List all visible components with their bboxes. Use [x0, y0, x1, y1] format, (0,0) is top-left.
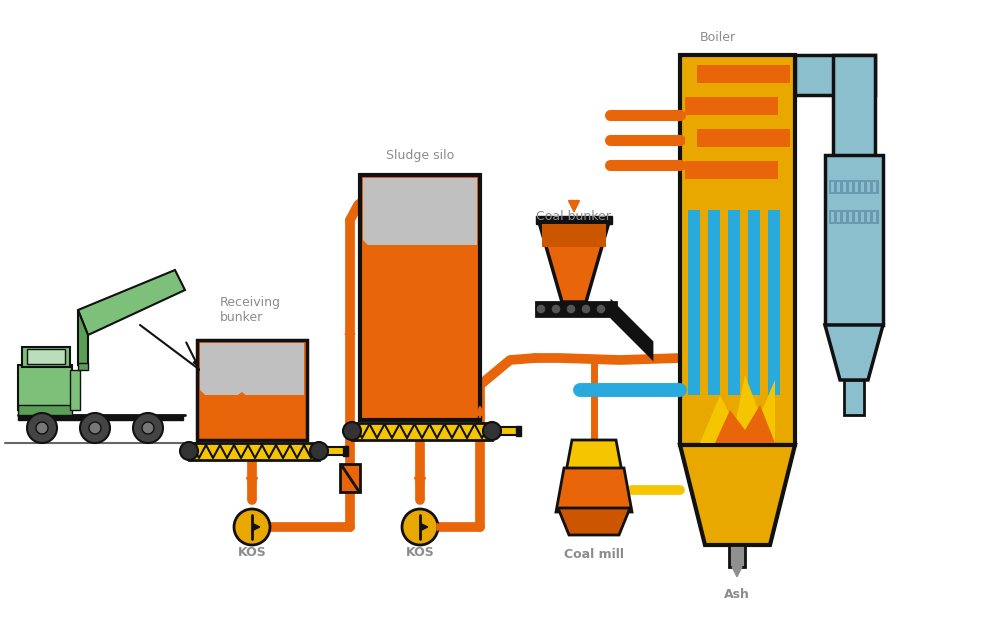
- Text: Ash: Ash: [724, 588, 750, 601]
- Bar: [680, 55, 795, 445]
- Circle shape: [483, 422, 501, 440]
- Polygon shape: [70, 370, 80, 410]
- Bar: [685, 65, 697, 83]
- Bar: [778, 161, 790, 179]
- Text: KOS: KOS: [406, 546, 434, 559]
- Circle shape: [89, 422, 101, 434]
- Polygon shape: [542, 224, 606, 247]
- Bar: [343, 446, 348, 456]
- Polygon shape: [78, 270, 185, 335]
- Circle shape: [566, 304, 576, 314]
- Bar: [18, 415, 183, 420]
- Polygon shape: [539, 222, 609, 302]
- Circle shape: [142, 422, 154, 434]
- Bar: [873, 182, 876, 192]
- Text: KOS: KOS: [238, 546, 266, 559]
- Circle shape: [536, 304, 546, 314]
- Bar: [843, 182, 846, 192]
- Polygon shape: [363, 178, 477, 245]
- Polygon shape: [200, 390, 304, 437]
- Polygon shape: [566, 440, 622, 472]
- Circle shape: [596, 304, 606, 314]
- Bar: [492, 427, 520, 435]
- Polygon shape: [558, 508, 630, 535]
- Bar: [867, 212, 870, 222]
- Bar: [685, 129, 697, 147]
- Bar: [352, 423, 492, 440]
- Polygon shape: [78, 363, 88, 370]
- Bar: [873, 212, 876, 222]
- Circle shape: [551, 304, 561, 314]
- Circle shape: [402, 509, 438, 545]
- Polygon shape: [825, 325, 883, 380]
- Circle shape: [234, 509, 270, 545]
- Bar: [536, 302, 616, 316]
- Bar: [516, 426, 521, 436]
- Bar: [855, 182, 858, 192]
- Text: Sludge silo: Sludge silo: [386, 148, 454, 161]
- Bar: [829, 210, 879, 224]
- Bar: [861, 182, 864, 192]
- Text: Receiving
bunker: Receiving bunker: [220, 296, 281, 324]
- Bar: [319, 447, 347, 455]
- Polygon shape: [18, 365, 72, 410]
- Bar: [729, 545, 745, 567]
- Text: Coal bunker: Coal bunker: [536, 210, 611, 222]
- Polygon shape: [700, 375, 775, 443]
- Polygon shape: [27, 349, 65, 364]
- Bar: [837, 182, 840, 192]
- Bar: [855, 212, 858, 222]
- Bar: [685, 161, 790, 179]
- Bar: [831, 182, 834, 192]
- Circle shape: [27, 413, 57, 443]
- Circle shape: [36, 422, 48, 434]
- Bar: [849, 182, 852, 192]
- Circle shape: [133, 413, 163, 443]
- Bar: [867, 182, 870, 192]
- Circle shape: [581, 304, 591, 314]
- Bar: [831, 212, 834, 222]
- Bar: [685, 129, 790, 147]
- Bar: [833, 55, 875, 200]
- Bar: [536, 216, 612, 224]
- Bar: [688, 210, 700, 395]
- Circle shape: [310, 442, 328, 460]
- Polygon shape: [78, 310, 88, 365]
- Bar: [837, 212, 840, 222]
- Circle shape: [180, 442, 198, 460]
- Text: Coal mill: Coal mill: [564, 549, 624, 562]
- Bar: [829, 180, 879, 194]
- Polygon shape: [363, 240, 477, 417]
- Polygon shape: [22, 347, 70, 367]
- Bar: [708, 210, 720, 395]
- Polygon shape: [556, 468, 632, 512]
- Bar: [728, 210, 740, 395]
- Bar: [685, 97, 790, 115]
- Polygon shape: [680, 445, 795, 545]
- Bar: [768, 210, 780, 395]
- Bar: [340, 464, 360, 492]
- Text: Boiler: Boiler: [700, 30, 736, 43]
- Bar: [825, 155, 883, 325]
- Bar: [843, 212, 846, 222]
- Bar: [778, 97, 790, 115]
- Circle shape: [80, 413, 110, 443]
- Bar: [685, 65, 790, 83]
- Bar: [197, 340, 307, 440]
- Circle shape: [343, 422, 361, 440]
- Polygon shape: [542, 224, 606, 294]
- Polygon shape: [200, 343, 304, 395]
- Bar: [849, 212, 852, 222]
- Polygon shape: [612, 302, 652, 358]
- Bar: [360, 175, 480, 420]
- Polygon shape: [715, 405, 775, 443]
- Bar: [844, 380, 864, 415]
- Bar: [189, 443, 319, 460]
- Bar: [795, 55, 875, 95]
- Polygon shape: [18, 405, 72, 415]
- Bar: [861, 212, 864, 222]
- Bar: [748, 210, 760, 395]
